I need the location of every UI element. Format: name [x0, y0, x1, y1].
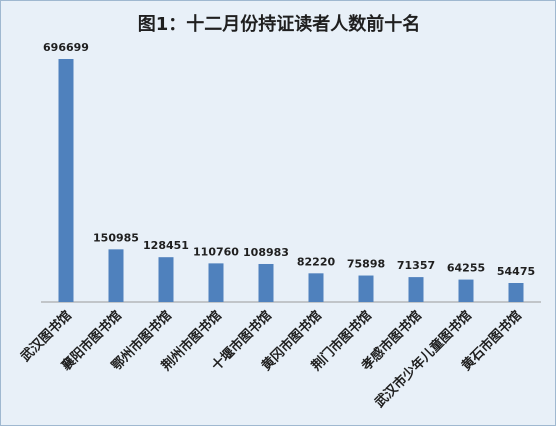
data-label: 64255 [447, 262, 485, 275]
bar [508, 282, 524, 302]
data-label: 128451 [143, 239, 189, 252]
bar [108, 249, 124, 302]
bar [158, 257, 174, 302]
bar [458, 279, 474, 302]
data-label: 696699 [43, 41, 89, 54]
data-label: 108983 [243, 246, 289, 259]
bar [208, 263, 224, 302]
category-label: 武汉市少年儿童图书馆 [372, 308, 475, 411]
data-label: 82220 [297, 255, 336, 268]
data-label: 150985 [93, 231, 139, 244]
data-label: 54475 [497, 265, 535, 278]
data-label: 71357 [397, 259, 435, 272]
data-label: 110760 [193, 245, 239, 258]
bar [58, 59, 74, 302]
data-label: 75898 [347, 258, 385, 271]
bar [408, 277, 424, 302]
bar [308, 273, 324, 302]
bar [258, 263, 274, 302]
bar [358, 275, 374, 302]
chart-title: 图1：十二月份持证读者人数前十名 [137, 14, 421, 35]
